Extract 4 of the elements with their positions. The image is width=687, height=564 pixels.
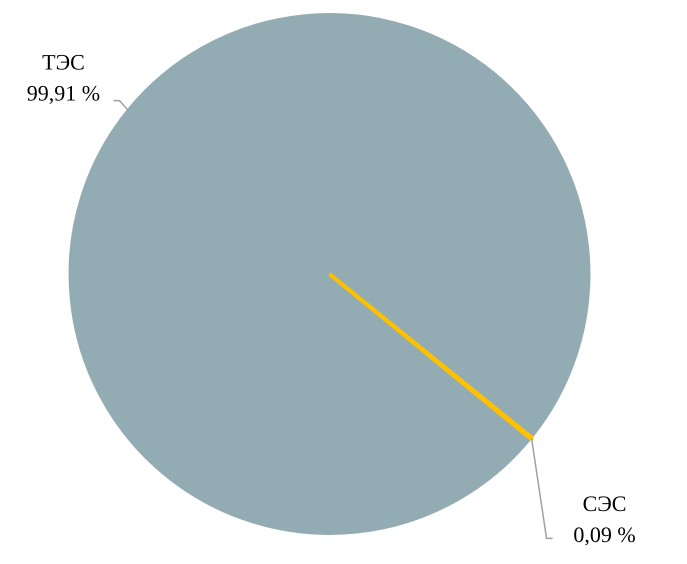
data-label: 99,91 % — [26, 80, 100, 106]
slice-label: СЭС — [582, 491, 626, 516]
data-label: 0,09 % — [573, 522, 636, 548]
slice-label: ТЭС — [42, 49, 85, 74]
